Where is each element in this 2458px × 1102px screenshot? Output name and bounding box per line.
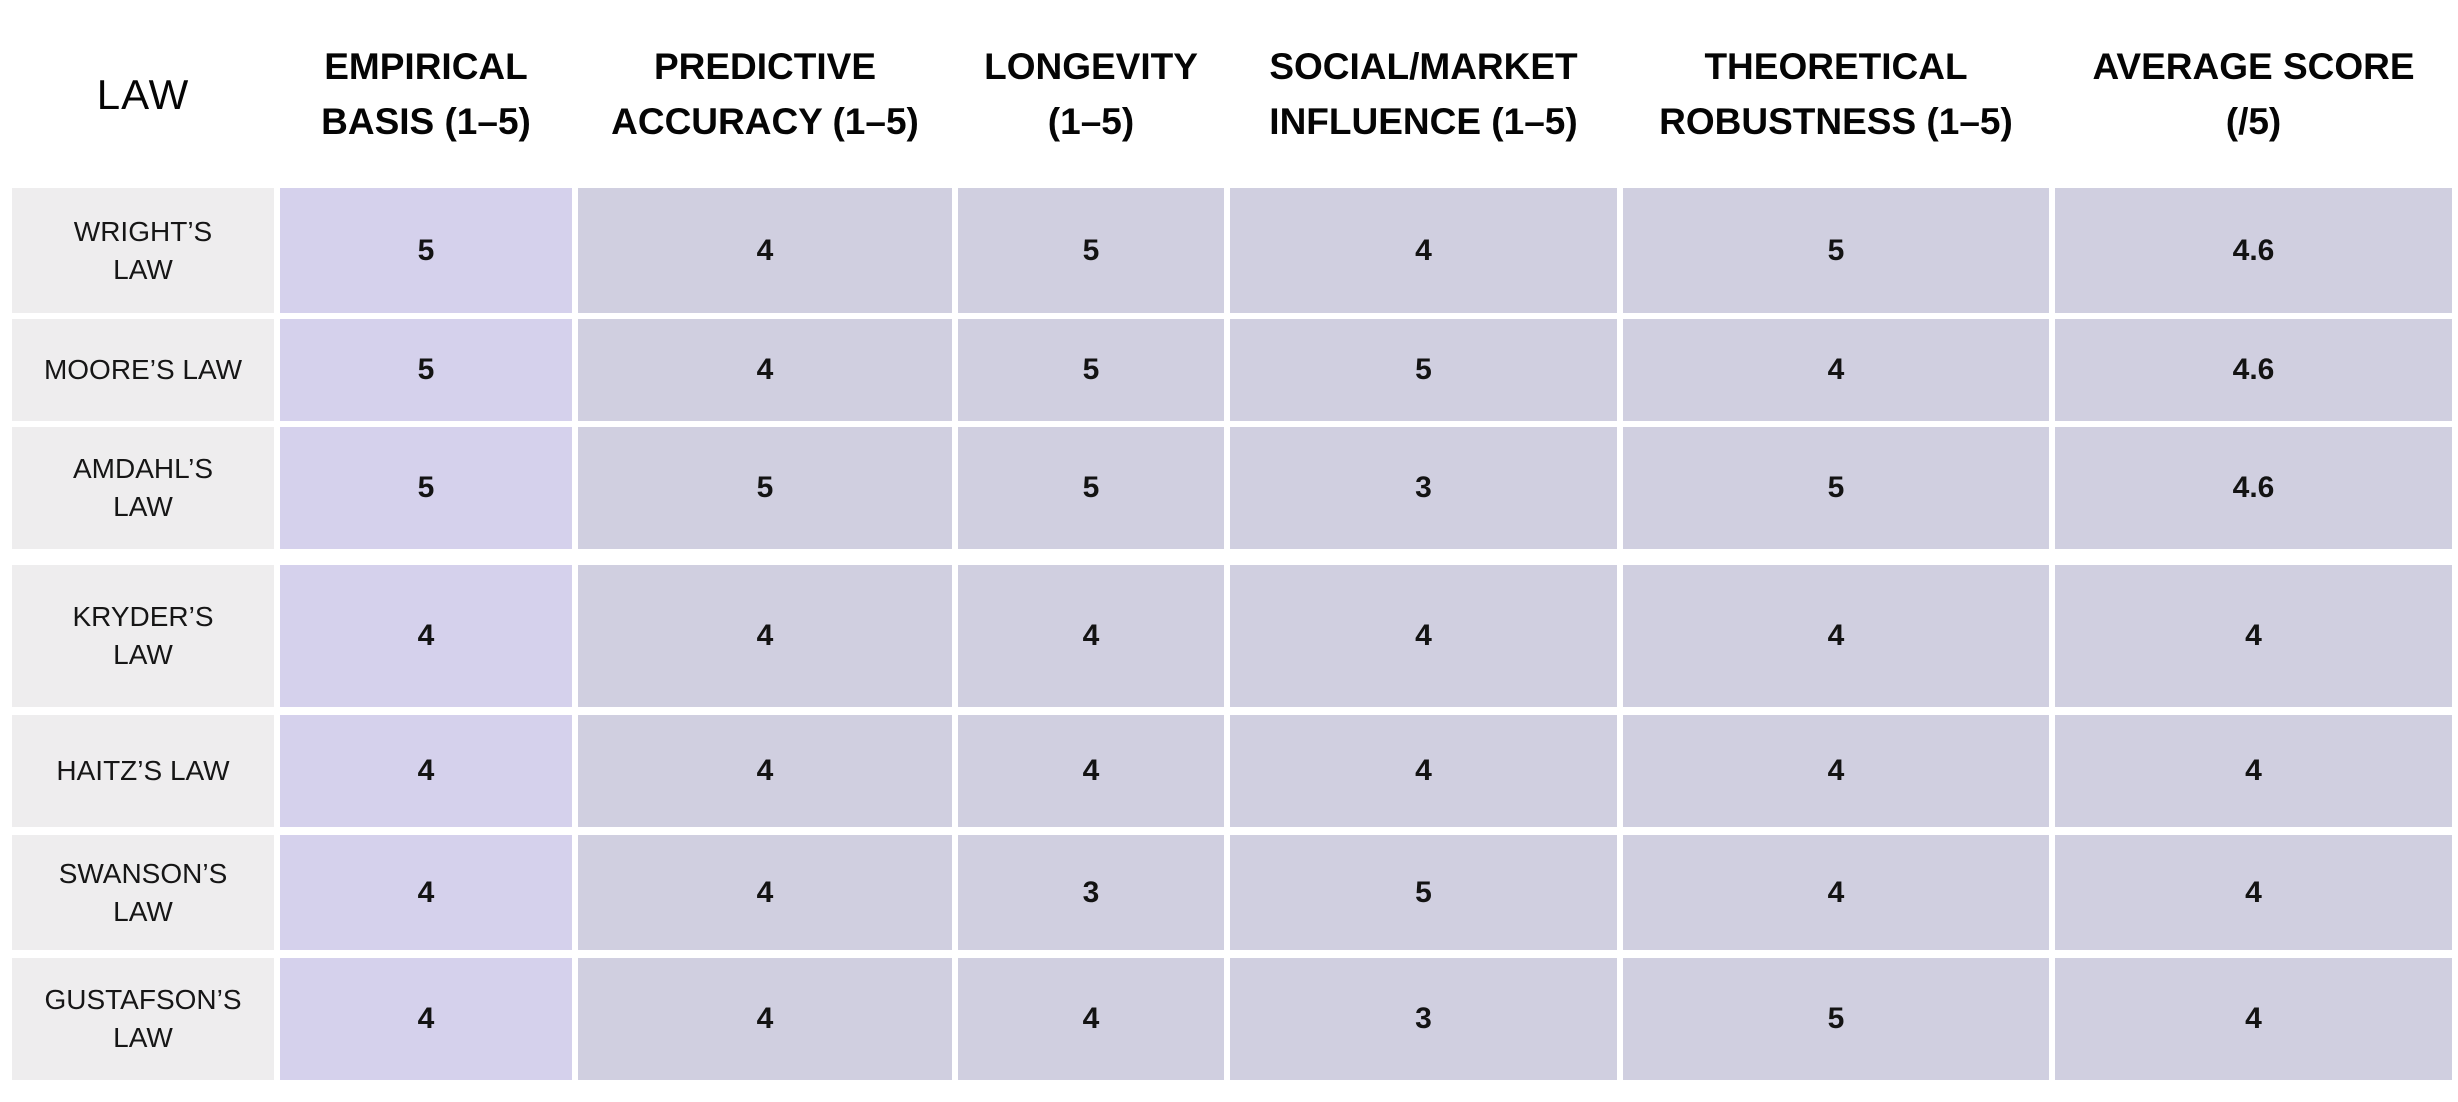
header-line: LONGEVITY bbox=[984, 45, 1198, 87]
header-cell-longevity: LONGEVITY (1–5) bbox=[958, 0, 1224, 188]
header-cell-predictive-accuracy: PREDICTIVE ACCURACY (1–5) bbox=[578, 0, 952, 188]
score-cell-social-market-influence: 4 bbox=[1230, 565, 1617, 707]
row-label-line: MOORE’S LAW bbox=[43, 354, 243, 386]
score-cell-theoretical-robustness: 5 bbox=[1623, 958, 2049, 1080]
score-cell-predictive-accuracy: 4 bbox=[578, 958, 952, 1080]
score-cell-longevity: 5 bbox=[958, 427, 1224, 549]
score-cell-social-market-influence: 3 bbox=[1230, 958, 1617, 1080]
row-label-line: LAW bbox=[113, 895, 173, 927]
row-label-cell: HAITZ’S LAW bbox=[12, 715, 274, 827]
table-row-wrights-law: WRIGHT’S LAW 5 4 5 4 5 4.6 bbox=[12, 188, 2452, 313]
header-line: INFLUENCE (1–5) bbox=[1269, 101, 1578, 142]
score-cell-social-market-influence: 4 bbox=[1230, 715, 1617, 827]
row-label-cell: AMDAHL’S LAW bbox=[12, 427, 274, 549]
score-cell-theoretical-robustness: 5 bbox=[1623, 427, 2049, 549]
score-cell-longevity: 4 bbox=[958, 715, 1224, 827]
row-label-cell: KRYDER’S LAW bbox=[12, 565, 274, 707]
row-label-cell: GUSTAFSON’S LAW bbox=[12, 958, 274, 1080]
score-cell-predictive-accuracy: 5 bbox=[578, 427, 952, 549]
score-cell-social-market-influence: 4 bbox=[1230, 188, 1617, 313]
header-line: ACCURACY (1–5) bbox=[611, 101, 919, 142]
score-cell-social-market-influence: 5 bbox=[1230, 835, 1617, 950]
score-cell-empirical-basis: 5 bbox=[280, 319, 572, 421]
score-cell-empirical-basis: 5 bbox=[280, 188, 572, 313]
header-line: BASIS (1–5) bbox=[321, 101, 531, 142]
score-cell-average-score: 4.6 bbox=[2055, 319, 2452, 421]
row-label-cell: SWANSON’S LAW bbox=[12, 835, 274, 950]
table-row-moores-law: MOORE’S LAW 5 4 5 5 4 4.6 bbox=[12, 319, 2452, 421]
table-row-haitzs-law: HAITZ’S LAW 4 4 4 4 4 4 bbox=[12, 715, 2452, 827]
score-cell-longevity: 4 bbox=[958, 565, 1224, 707]
table-row-amdahls-law: AMDAHL’S LAW 5 5 5 3 5 4.6 bbox=[12, 427, 2452, 549]
score-cell-average-score: 4.6 bbox=[2055, 427, 2452, 549]
score-cell-theoretical-robustness: 4 bbox=[1623, 715, 2049, 827]
header-cell-law: LAW bbox=[12, 0, 274, 188]
header-line: SOCIAL/MARKET bbox=[1269, 45, 1578, 87]
score-cell-longevity: 5 bbox=[958, 319, 1224, 421]
table-row-gustafsons-law: GUSTAFSON’S LAW 4 4 4 3 5 4 bbox=[12, 958, 2452, 1080]
table-row-kryders-law: KRYDER’S LAW 4 4 4 4 4 4 bbox=[12, 565, 2452, 707]
row-label-line: AMDAHL’S bbox=[72, 453, 214, 485]
row-label-line: GUSTAFSON’S bbox=[44, 984, 242, 1016]
score-cell-longevity: 4 bbox=[958, 958, 1224, 1080]
header-cell-theoretical-robustness: THEORETICAL ROBUSTNESS (1–5) bbox=[1623, 0, 2049, 188]
header-line: PREDICTIVE bbox=[653, 45, 877, 87]
score-cell-predictive-accuracy: 4 bbox=[578, 715, 952, 827]
score-cell-theoretical-robustness: 4 bbox=[1623, 835, 2049, 950]
row-label-line: LAW bbox=[113, 253, 173, 285]
score-cell-theoretical-robustness: 4 bbox=[1623, 565, 2049, 707]
header-cell-empirical-basis: EMPIRICAL BASIS (1–5) bbox=[280, 0, 572, 188]
score-cell-social-market-influence: 3 bbox=[1230, 427, 1617, 549]
score-cell-predictive-accuracy: 4 bbox=[578, 835, 952, 950]
score-cell-empirical-basis: 4 bbox=[280, 565, 572, 707]
header-cell-social-market-influence: SOCIAL/MARKET INFLUENCE (1–5) bbox=[1230, 0, 1617, 188]
score-cell-predictive-accuracy: 4 bbox=[578, 565, 952, 707]
row-label-cell: WRIGHT’S LAW bbox=[12, 188, 274, 313]
score-cell-empirical-basis: 5 bbox=[280, 427, 572, 549]
score-cell-average-score: 4 bbox=[2055, 835, 2452, 950]
row-label-cell: MOORE’S LAW bbox=[12, 319, 274, 421]
laws-comparison-table: LAW EMPIRICAL BASIS (1–5) PREDICTIVE ACC… bbox=[12, 0, 2452, 1080]
row-label-line: KRYDER’S bbox=[72, 601, 214, 633]
header-law-label: LAW bbox=[96, 70, 190, 118]
score-cell-predictive-accuracy: 4 bbox=[578, 188, 952, 313]
score-cell-social-market-influence: 5 bbox=[1230, 319, 1617, 421]
row-label-line: LAW bbox=[113, 639, 173, 670]
row-label-line: LAW bbox=[113, 1022, 173, 1053]
header-line: (/5) bbox=[2225, 101, 2282, 142]
header-line: (1–5) bbox=[1047, 101, 1135, 142]
score-cell-average-score: 4 bbox=[2055, 565, 2452, 707]
score-cell-average-score: 4 bbox=[2055, 958, 2452, 1080]
score-cell-average-score: 4 bbox=[2055, 715, 2452, 827]
header-line: THEORETICAL bbox=[1704, 45, 1968, 87]
row-label-line: SWANSON’S bbox=[58, 857, 228, 889]
score-cell-empirical-basis: 4 bbox=[280, 958, 572, 1080]
header-line: EMPIRICAL bbox=[324, 45, 528, 87]
row-label-line: HAITZ’S LAW bbox=[56, 755, 230, 787]
row-label-line: WRIGHT’S bbox=[73, 215, 213, 247]
header-line: AVERAGE SCORE bbox=[2092, 45, 2415, 87]
header-row: LAW EMPIRICAL BASIS (1–5) PREDICTIVE ACC… bbox=[12, 0, 2452, 188]
header-cell-average-score: AVERAGE SCORE (/5) bbox=[2055, 0, 2452, 188]
score-cell-longevity: 5 bbox=[958, 188, 1224, 313]
table-row-swansons-law: SWANSON’S LAW 4 4 3 5 4 4 bbox=[12, 835, 2452, 950]
score-cell-predictive-accuracy: 4 bbox=[578, 319, 952, 421]
score-cell-longevity: 3 bbox=[958, 835, 1224, 950]
score-cell-empirical-basis: 4 bbox=[280, 835, 572, 950]
score-cell-average-score: 4.6 bbox=[2055, 188, 2452, 313]
header-line: ROBUSTNESS (1–5) bbox=[1659, 101, 2013, 142]
row-label-line: LAW bbox=[113, 491, 173, 522]
score-cell-empirical-basis: 4 bbox=[280, 715, 572, 827]
score-cell-theoretical-robustness: 4 bbox=[1623, 319, 2049, 421]
score-cell-theoretical-robustness: 5 bbox=[1623, 188, 2049, 313]
